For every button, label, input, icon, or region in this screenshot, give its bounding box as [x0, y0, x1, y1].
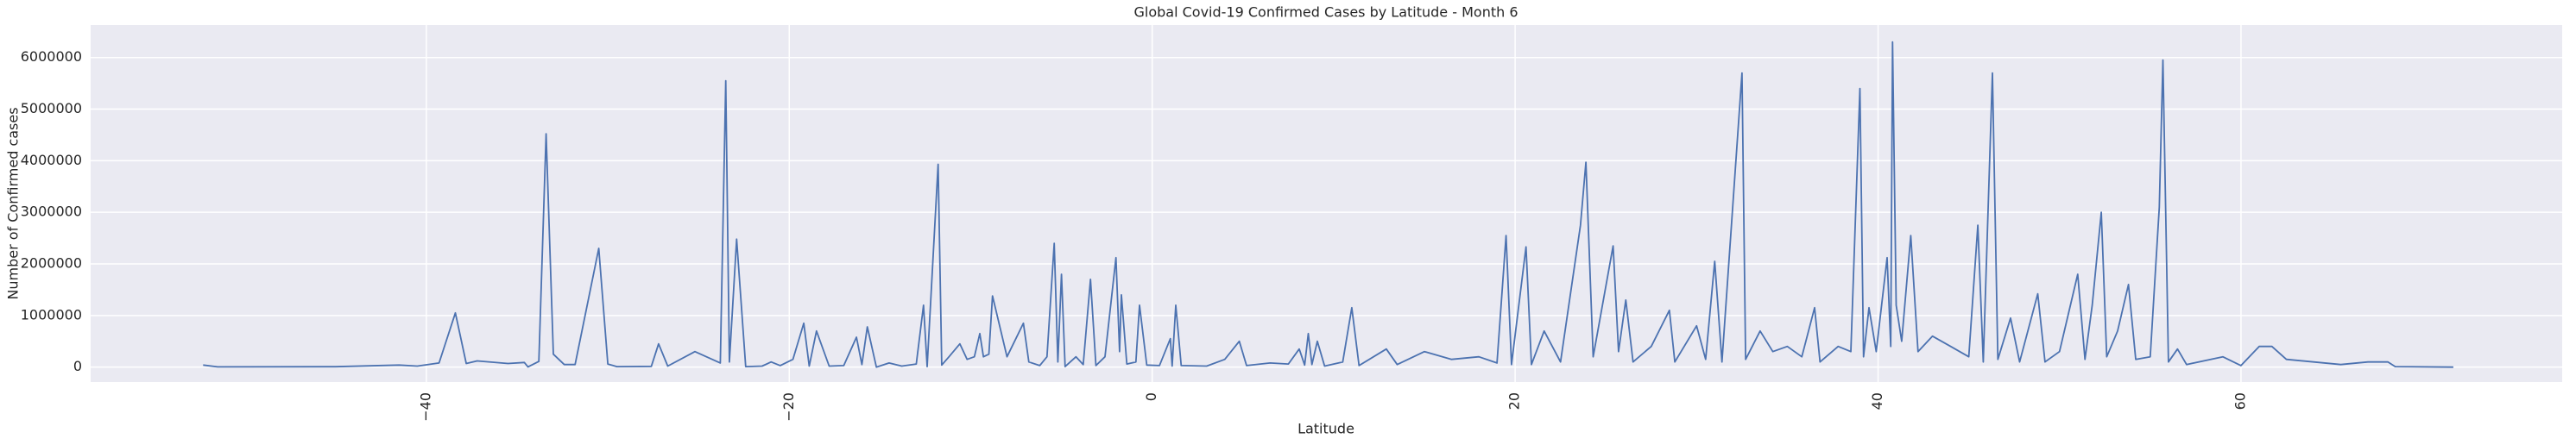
plot-area — [91, 25, 2562, 382]
x-tick-label: −20 — [780, 392, 797, 422]
y-axis-label: Number of Confirmed cases — [5, 107, 22, 299]
x-tick-label: 40 — [1869, 392, 1885, 410]
y-tick-label: 2000000 — [21, 254, 82, 271]
x-tick-label: 20 — [1506, 392, 1523, 410]
y-tick-label: 4000000 — [21, 152, 82, 168]
y-tick-label: 6000000 — [21, 48, 82, 65]
x-axis-label: Latitude — [1297, 421, 1354, 437]
chart-title: Global Covid-19 Confirmed Cases by Latit… — [1133, 4, 1518, 21]
y-tick-label: 5000000 — [21, 100, 82, 116]
y-tick-label: 1000000 — [21, 306, 82, 323]
x-tick-label: 60 — [2232, 392, 2248, 410]
x-tick-label: −40 — [417, 392, 433, 422]
y-tick-label: 0 — [73, 358, 82, 374]
x-tick-label: 0 — [1143, 392, 1159, 401]
y-tick-label: 3000000 — [21, 204, 82, 220]
data-line — [203, 41, 2453, 368]
